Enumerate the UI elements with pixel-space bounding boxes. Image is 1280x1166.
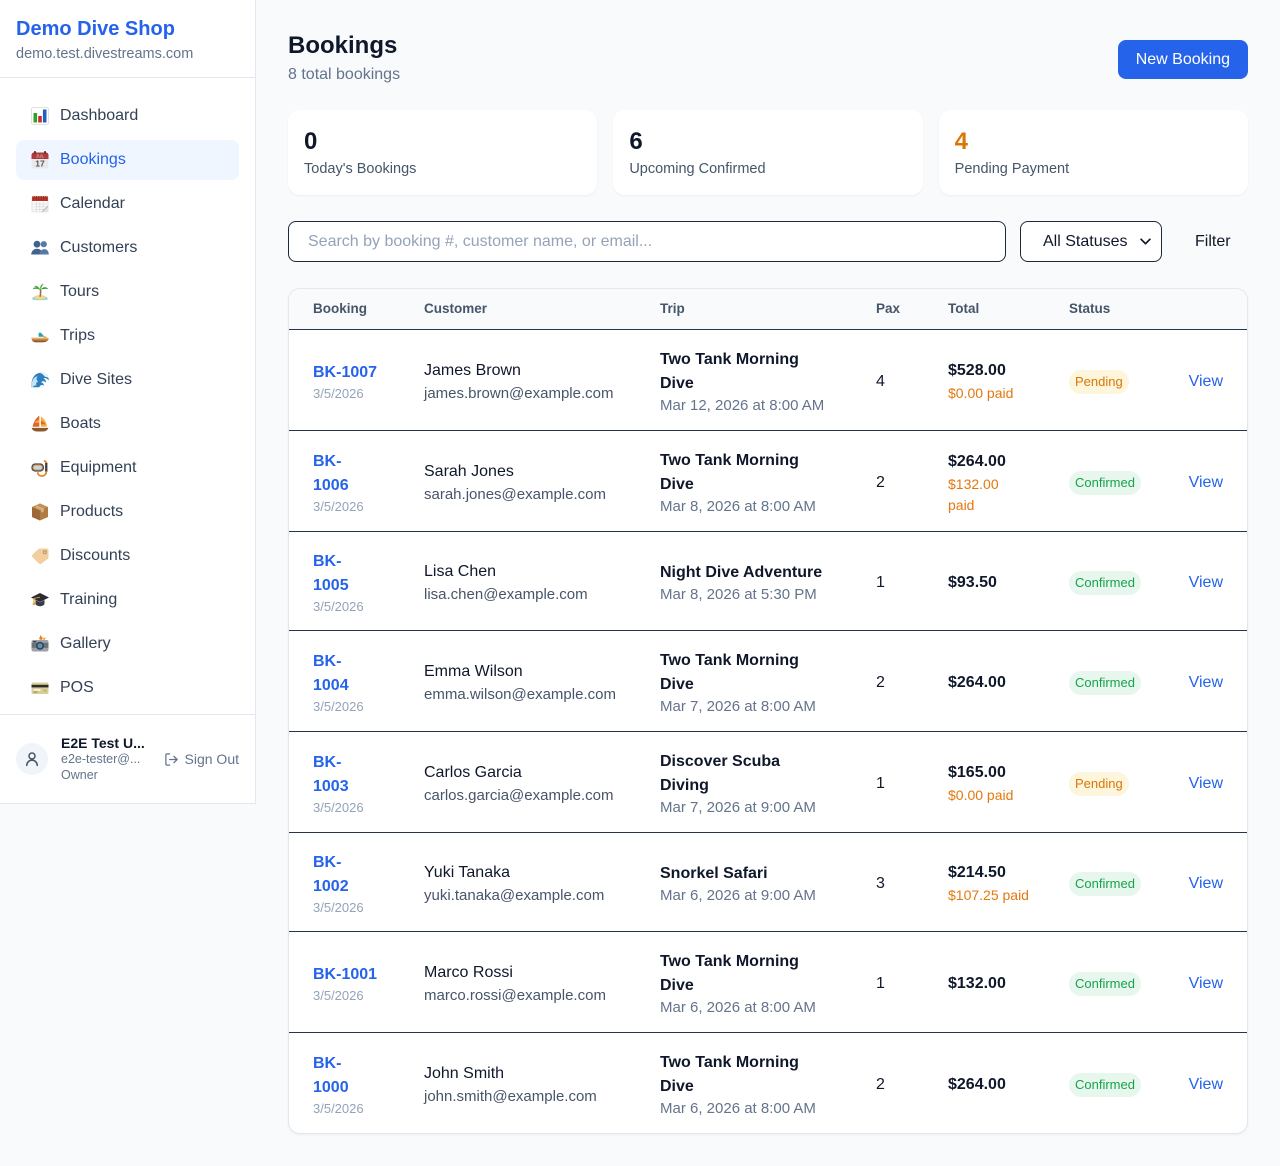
svg-text:JUL: JUL bbox=[36, 154, 44, 159]
svg-text:17: 17 bbox=[35, 159, 45, 169]
